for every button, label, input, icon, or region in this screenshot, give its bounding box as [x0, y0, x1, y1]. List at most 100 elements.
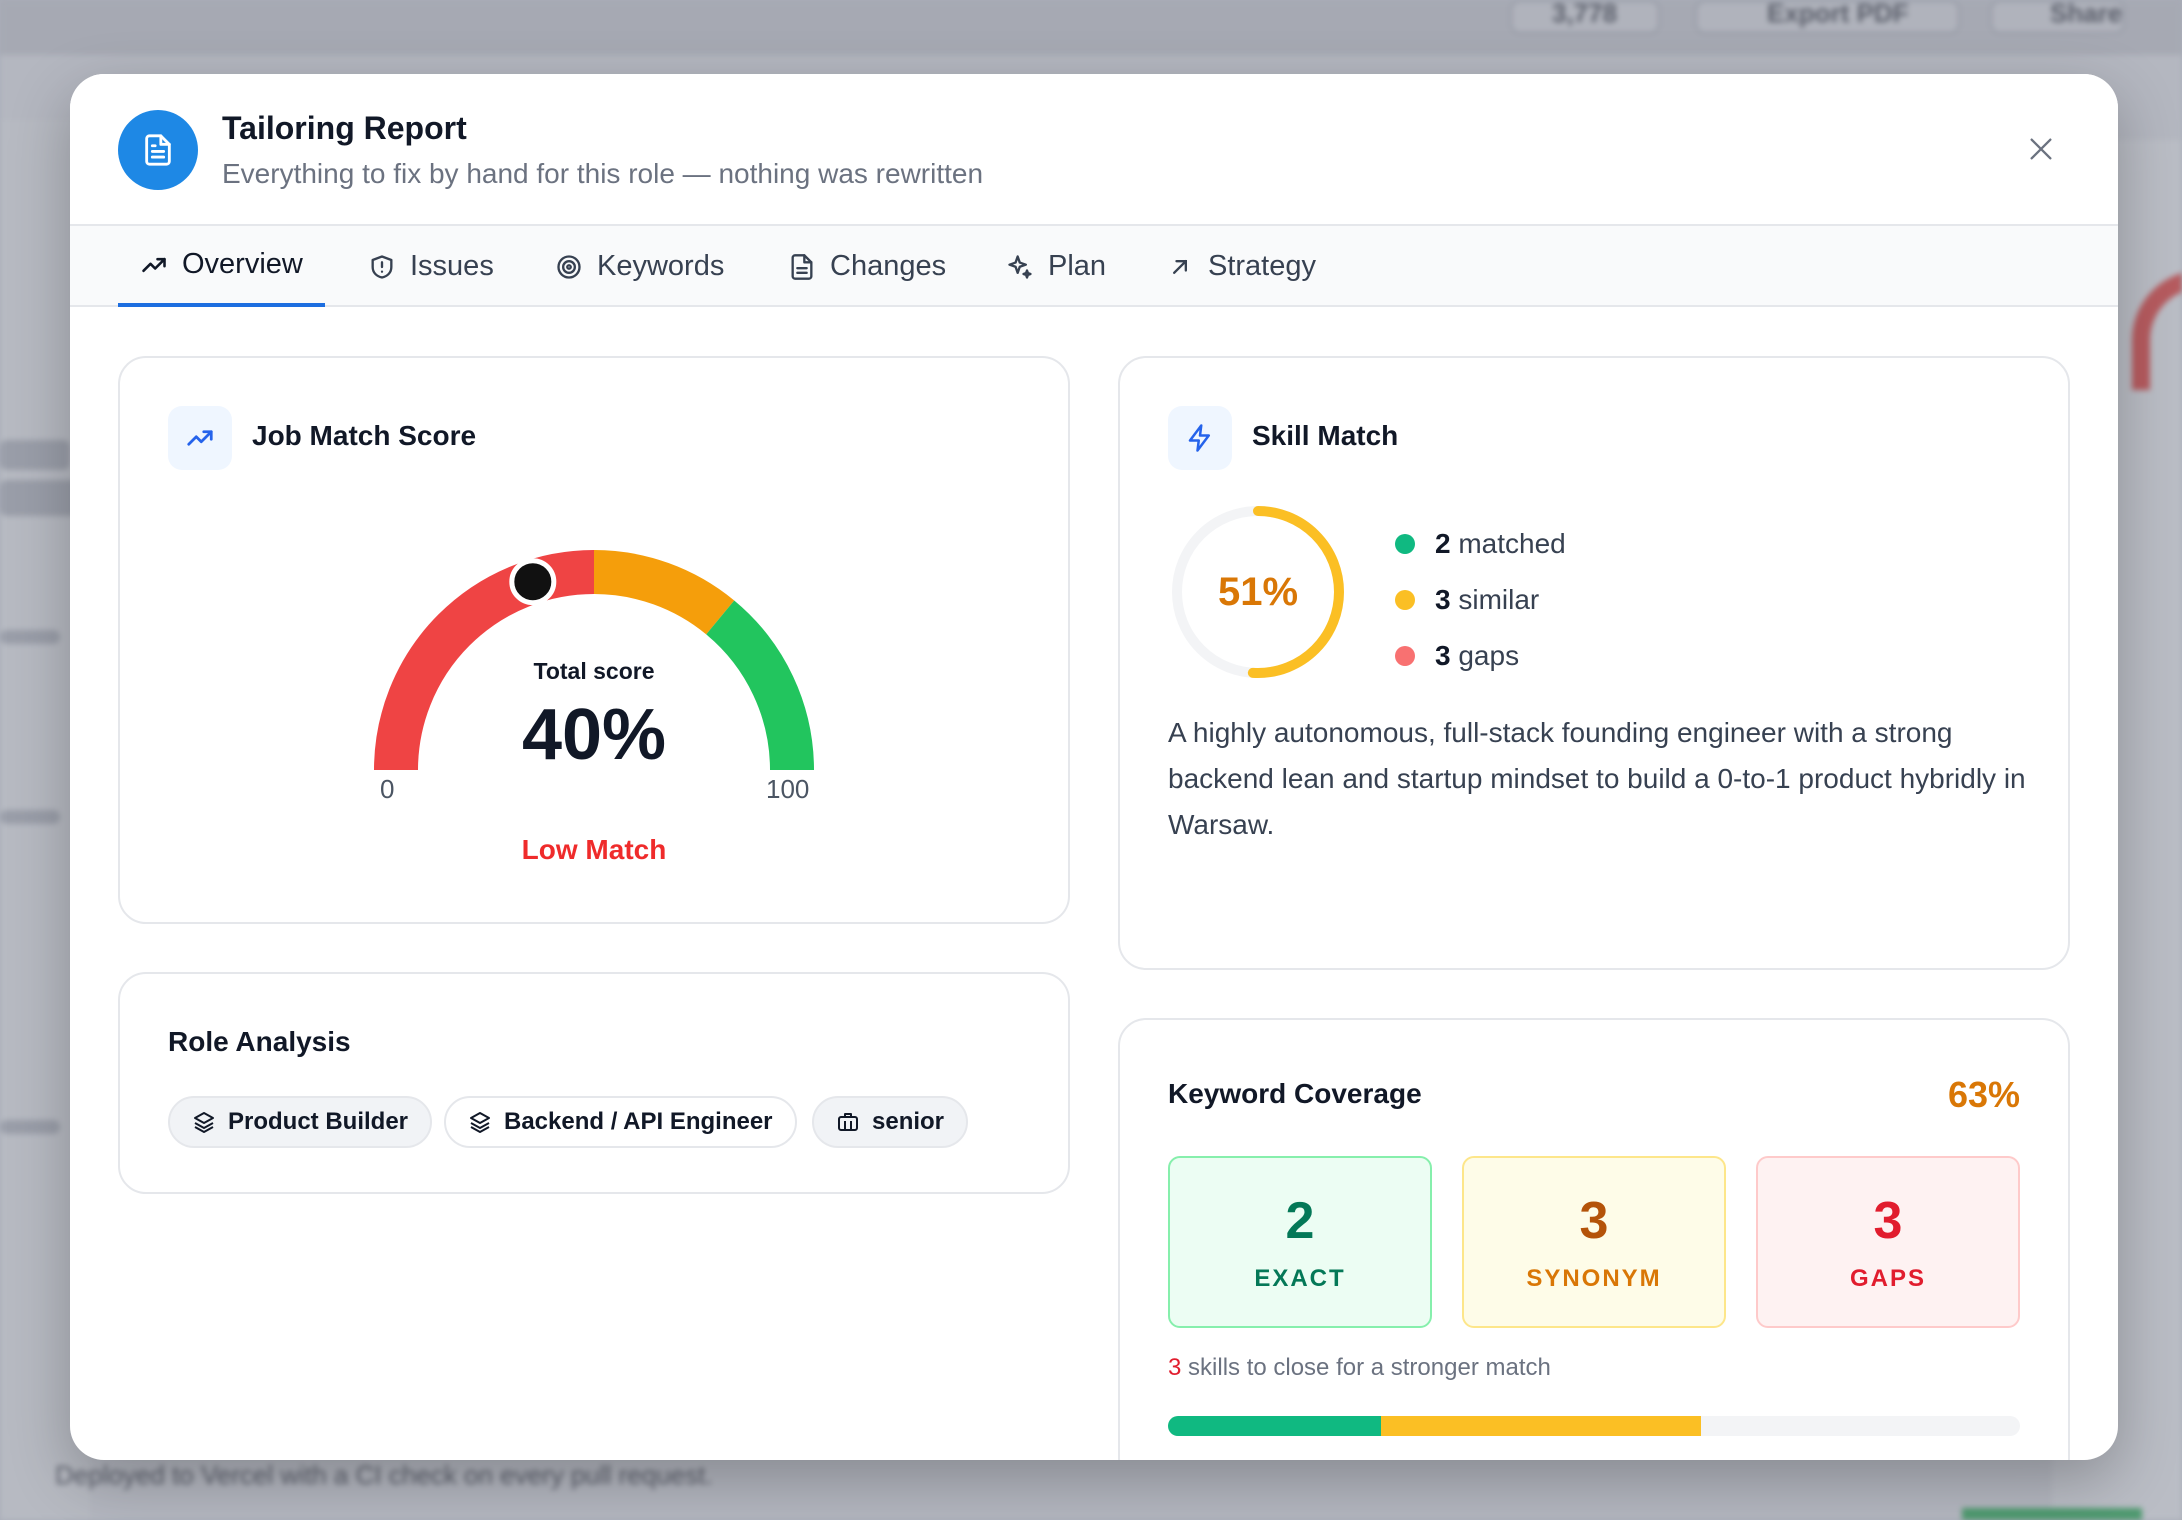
match-level-label: Low Match	[521, 834, 667, 865]
skill-match-card: Skill Match 51% 2 matched 3 similar 3 ga…	[1118, 356, 2070, 970]
role-badge-label: Product Builder	[228, 1108, 409, 1135]
legend-label: gaps	[1458, 640, 1520, 671]
sparkles-icon	[1008, 254, 1032, 279]
tab-label: Overview	[182, 248, 303, 280]
tab-changes[interactable]: Changes	[788, 226, 946, 307]
legend-dot	[1395, 590, 1415, 610]
role-badge-label: senior	[872, 1108, 945, 1135]
synonym-count: 3	[1579, 1192, 1609, 1250]
tab-label: Plan	[1048, 250, 1107, 282]
arrow-up-right-icon	[1173, 259, 1187, 274]
modal-subtitle: Everything to fix by hand for this role …	[222, 158, 984, 189]
modal-header: Tailoring Report Everything to fix by ha…	[70, 74, 2118, 226]
background-progress	[1962, 1508, 2142, 1520]
gauge-svg	[374, 550, 814, 771]
document-icon	[791, 253, 813, 280]
shield-icon	[371, 254, 393, 279]
background-line	[0, 630, 60, 644]
legend-matched: 2 matched	[1395, 528, 1566, 560]
gauge-segment	[593, 550, 735, 635]
background-line	[0, 440, 70, 470]
coverage-bar-exact	[1168, 1416, 1381, 1436]
skills-to-close-count: 3	[1168, 1354, 1182, 1381]
legend-gaps: 3 gaps	[1395, 640, 1519, 672]
legend-similar: 3 similar	[1395, 584, 1539, 616]
gauge-needle-marker	[509, 558, 557, 606]
background-export-button: Export PDF	[1695, 0, 1960, 34]
report-document-icon	[118, 110, 198, 190]
synonym-label: SYNONYM	[1526, 1265, 1662, 1292]
tab-label: Strategy	[1208, 250, 1316, 282]
lightning-icon	[1168, 406, 1232, 470]
modal-title: Tailoring Report	[222, 110, 467, 146]
synonym-keywords-box: 3 SYNONYM	[1462, 1156, 1726, 1328]
role-badge-label: Backend / API Engineer	[504, 1108, 773, 1135]
exact-keywords-box: 2 EXACT	[1168, 1156, 1432, 1328]
keyword-coverage-bar	[1168, 1416, 2020, 1436]
background-share-label: Share	[2050, 0, 2123, 28]
close-button[interactable]	[2024, 132, 2058, 166]
keyword-coverage-card: Keyword Coverage 63% 2 EXACT 3 SYNONYM 3…	[1118, 1018, 2070, 1460]
gauge-segment	[705, 600, 814, 771]
background-line	[0, 1120, 60, 1134]
tab-label: Issues	[410, 250, 494, 282]
coverage-bar-synonym	[1381, 1416, 1701, 1436]
skill-match-title: Skill Match	[1252, 420, 1399, 451]
total-score-value: 40%	[521, 695, 667, 775]
role-badge: senior	[812, 1096, 969, 1148]
layers-icon	[194, 1112, 214, 1133]
role-analysis-title: Role Analysis	[168, 1026, 351, 1057]
gauge-max-label: 100	[766, 774, 810, 804]
role-badge: Product Builder	[168, 1096, 433, 1148]
gaps-keywords-box: 3 GAPS	[1756, 1156, 2020, 1328]
gaps-label: GAPS	[1849, 1265, 1926, 1292]
skills-to-close-hint: 3 skills to close for a stronger match	[1168, 1354, 1551, 1382]
job-match-title: Job Match Score	[252, 420, 477, 451]
gaps-count: 3	[1873, 1192, 1903, 1250]
tab-issues[interactable]: Issues	[368, 226, 494, 307]
total-score-label: Total score	[533, 658, 655, 684]
report-tabs: Overview Issues Keywords Changes Plan St…	[70, 226, 2118, 307]
exact-count: 2	[1285, 1192, 1315, 1250]
skills-to-close-text: skills to close for a stronger match	[1181, 1354, 1551, 1381]
legend-dot	[1395, 646, 1415, 666]
tab-label: Keywords	[597, 250, 725, 282]
gauge-min-label: 0	[380, 774, 395, 804]
role-summary: A highly autonomous, full-stack founding…	[1168, 717, 2026, 840]
legend-count: 2	[1435, 528, 1451, 559]
background-count: 3,778	[1552, 0, 1618, 28]
close-icon	[2030, 138, 2052, 160]
legend-count: 3	[1435, 584, 1451, 615]
layers-icon	[470, 1112, 490, 1133]
trending-up-icon	[142, 257, 166, 272]
legend-label: similar	[1458, 584, 1540, 615]
tab-plan[interactable]: Plan	[1006, 226, 1106, 307]
keyword-coverage-title: Keyword Coverage	[1168, 1078, 1422, 1109]
tab-strategy[interactable]: Strategy	[1166, 226, 1316, 307]
skill-match-percent: 51%	[1217, 569, 1299, 614]
background-line	[0, 480, 80, 516]
score-gauge: Total score 40% 0 100 Low Match	[120, 358, 1068, 922]
background-count-pill: 3,778	[1510, 0, 1660, 34]
background-line	[0, 810, 60, 824]
job-match-card: Job Match Score Total score 40% 0 100 Lo…	[118, 356, 1070, 924]
legend-label: matched	[1458, 528, 1566, 559]
background-footer-text: Deployed to Vercel with a CI check on ev…	[55, 1460, 713, 1490]
keyword-coverage-percent: 63%	[1947, 1074, 2020, 1115]
ring-svg	[1172, 506, 1344, 678]
target-icon	[557, 254, 581, 279]
tailoring-report-modal: Tailoring Report Everything to fix by ha…	[70, 74, 2118, 1460]
legend-count: 3	[1435, 640, 1451, 671]
exact-label: EXACT	[1254, 1265, 1346, 1292]
role-badge: Backend / API Engineer	[444, 1096, 797, 1148]
tab-keywords[interactable]: Keywords	[555, 226, 724, 307]
role-analysis-card: Role Analysis Product Builder Backend / …	[118, 972, 1070, 1194]
background-share-button: Share	[1990, 0, 2125, 34]
tab-label: Changes	[830, 250, 947, 282]
background-export-label: Export PDF	[1767, 0, 1909, 28]
skill-match-ring: 51%	[1168, 502, 1348, 682]
briefcase-icon	[838, 1113, 858, 1131]
tab-overview[interactable]: Overview	[118, 226, 325, 307]
trending-up-icon	[168, 406, 232, 470]
legend-dot	[1395, 534, 1415, 554]
